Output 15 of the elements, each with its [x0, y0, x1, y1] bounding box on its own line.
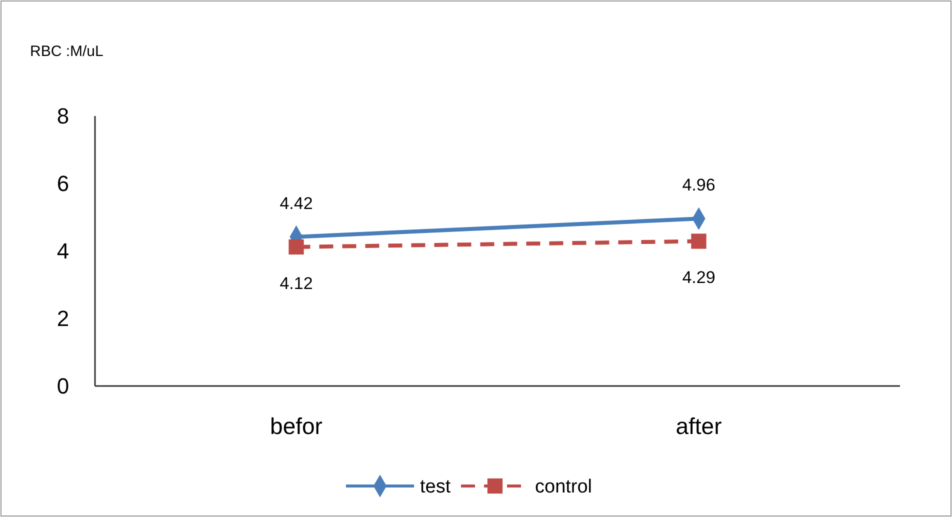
data-label: 4.29: [682, 268, 716, 288]
y-tick-label: 2: [56, 306, 70, 332]
legend-label: test: [420, 476, 452, 498]
data-label: 4.42: [280, 194, 313, 213]
x-tick-label: after: [676, 413, 722, 439]
y-tick-label: 4: [56, 238, 70, 264]
data-label: 4.96: [682, 176, 716, 195]
y-tick-label: 6: [56, 171, 70, 196]
data-label: 4.12: [280, 274, 313, 293]
x-tick-label: befor: [270, 413, 323, 439]
y-tick-label: 0: [56, 374, 70, 399]
legend-label: control: [535, 476, 592, 498]
y-axis-title: RBC :M/uL: [30, 43, 104, 60]
y-tick-label: 8: [56, 104, 70, 129]
point: [691, 234, 706, 249]
